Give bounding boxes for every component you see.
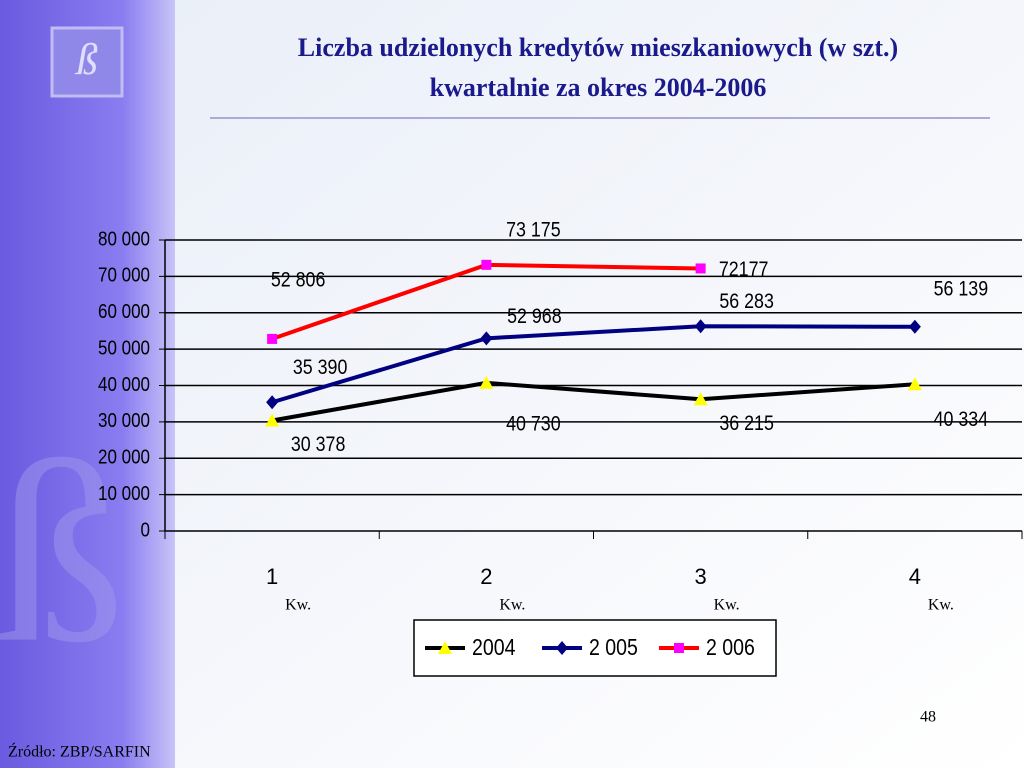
data-label: 52 806 — [271, 268, 326, 292]
legend-label: 2 005 — [589, 635, 638, 661]
data-label: 73 175 — [506, 218, 561, 242]
logo-mark: ß — [74, 35, 98, 84]
series-line — [271, 380, 916, 423]
y-tick-label: 20 000 — [98, 445, 150, 468]
data-point — [908, 319, 921, 334]
data-label: 40 334 — [934, 408, 989, 432]
chart-title: Liczba udzielonych kredytów mieszkaniowy… — [298, 33, 898, 62]
x-tick-label: 1 — [266, 564, 278, 589]
data-label: 35 390 — [293, 355, 348, 379]
y-tick-label: 70 000 — [98, 263, 150, 286]
data-point — [694, 319, 707, 334]
x-tick-label: 2 — [480, 564, 492, 589]
x-tick-sublabel: Kw. — [285, 597, 311, 614]
data-label: 72177 — [719, 258, 769, 282]
x-tick-sublabel: Kw. — [714, 597, 740, 614]
data-label: 52 968 — [507, 305, 562, 329]
y-tick-label: 0 — [141, 518, 150, 541]
legend — [413, 619, 777, 677]
y-tick-label: 10 000 — [98, 482, 150, 505]
data-point — [266, 395, 279, 410]
data-label: 30 378 — [291, 433, 346, 457]
data-point — [693, 392, 708, 406]
data-point — [480, 331, 493, 346]
data-point — [481, 259, 492, 270]
x-tick-label: 3 — [695, 564, 707, 589]
data-point — [907, 377, 922, 391]
data-point — [479, 375, 494, 389]
data-point — [695, 263, 706, 274]
data-label: 56 139 — [934, 277, 989, 301]
data-point — [265, 413, 280, 427]
chart-title: kwartalnie za okres 2004-2006 — [430, 73, 767, 102]
data-label: 56 283 — [719, 289, 774, 313]
y-tick-label: 50 000 — [98, 336, 150, 359]
page-number: 48 — [920, 709, 936, 726]
data-point — [267, 333, 278, 344]
y-tick-label: 30 000 — [98, 409, 150, 432]
y-tick-label: 80 000 — [98, 227, 150, 250]
data-label: 40 730 — [506, 412, 561, 436]
y-tick-label: 60 000 — [98, 300, 150, 323]
legend-label: 2 006 — [706, 635, 755, 661]
data-label: 36 215 — [719, 411, 774, 435]
side-strip — [0, 0, 175, 768]
legend-marker — [556, 641, 568, 655]
legend-marker — [674, 643, 684, 653]
x-tick-sublabel: Kw. — [499, 597, 525, 614]
legend-marker — [438, 641, 452, 654]
y-tick-label: 40 000 — [98, 372, 150, 395]
x-tick-sublabel: Kw. — [928, 597, 954, 614]
logo — [50, 26, 124, 98]
x-tick-label: 4 — [909, 564, 921, 589]
source: Źródło: ZBP/SARFIN — [8, 742, 151, 761]
series-line — [271, 324, 915, 405]
watermark: ß — [0, 409, 125, 697]
legend-label: 2004 — [472, 635, 516, 661]
